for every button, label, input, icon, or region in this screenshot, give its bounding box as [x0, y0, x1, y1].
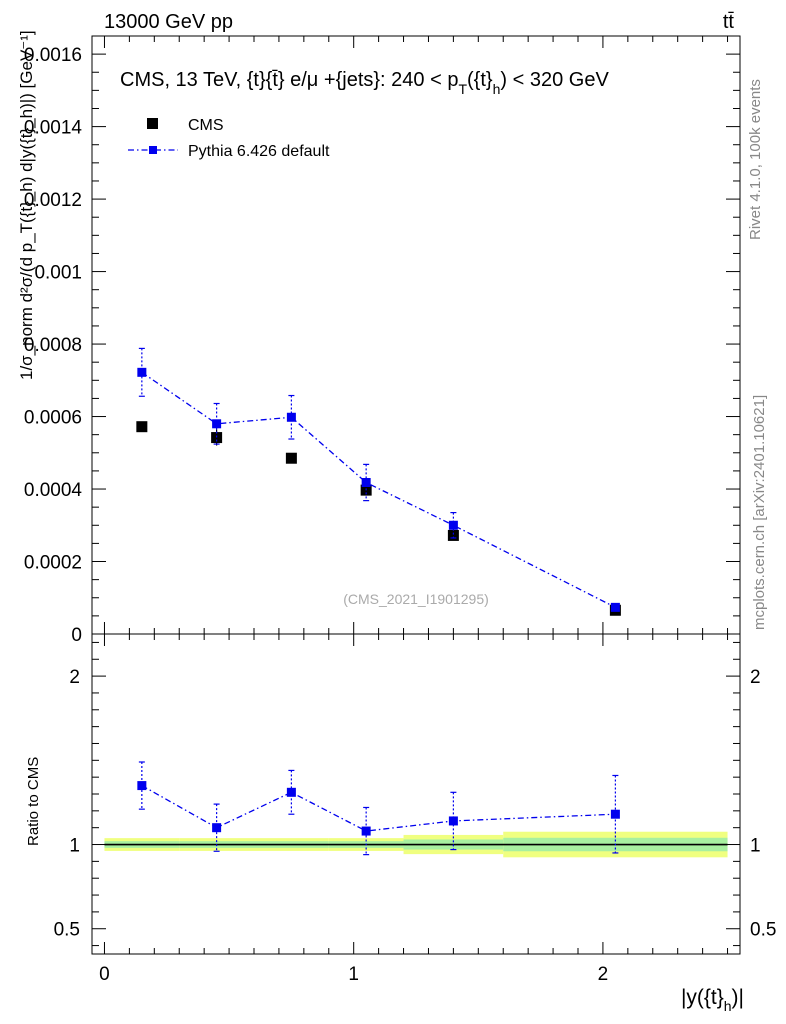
- pythia-ratio-point: [448, 816, 458, 826]
- ratio-bands: [104, 831, 728, 858]
- legend-marker-pythia: [149, 146, 157, 154]
- pythia-ratio-line: [141, 785, 616, 832]
- cms-data-point: [136, 421, 148, 433]
- x-tick-label: 0: [99, 964, 110, 985]
- y-tick-label: 0.0004: [24, 480, 83, 501]
- y-tick-label: 0.0008: [24, 335, 82, 356]
- rivet-version-label: Rivet 4.1.0, 100k events: [747, 79, 764, 240]
- x-tick-label: 2: [598, 964, 609, 985]
- ratio-tick-label-right: 2: [750, 667, 761, 688]
- y-tick-label: 0.001: [34, 263, 82, 284]
- pythia-ratio-point: [286, 787, 296, 797]
- ratio-tick-label-left: 2: [69, 667, 80, 688]
- y-tick-label: 0.0002: [24, 553, 82, 574]
- legend-label-cms: CMS: [188, 117, 224, 134]
- y-tick-label: 0: [71, 625, 82, 646]
- pythia-ratio-point: [212, 823, 222, 833]
- header-energy: 13000 GeV pp: [104, 11, 233, 33]
- legend-marker-cms: [147, 118, 158, 129]
- mcplots-label: mcplots.cern.ch [arXiv:2401.10621]: [751, 395, 768, 630]
- pythia-data-point: [610, 602, 620, 612]
- header-process: tt̄: [723, 11, 735, 33]
- chart-title: CMS, 13 TeV, {t}{t̄} e/μ +{jets}: 240 < …: [120, 69, 609, 97]
- pythia-data-point: [137, 367, 147, 377]
- ratio-y-axis-label: Ratio to CMS: [25, 757, 42, 846]
- pythia-ratio-point: [610, 809, 620, 819]
- axes-ticks: 0 1 2 0.0016 0.0014 0.0012 0.001 0.0008 0.0006 0.…: [24, 35, 776, 985]
- ratio-tick-label-left: 0.5: [54, 920, 80, 941]
- x-axis-label: |y({t}h)|: [681, 986, 744, 1014]
- ratio-tick-label-left: 1: [69, 836, 80, 857]
- cms-data-point: [211, 432, 223, 444]
- analysis-watermark: (CMS_2021_I1901295): [343, 591, 489, 607]
- ratio-plot-frame: [91, 633, 741, 955]
- pythia-data-point: [212, 419, 222, 429]
- pythia-line: [141, 371, 616, 608]
- pythia-data-point: [448, 520, 458, 530]
- cms-data-point: [285, 452, 297, 464]
- pythia-data-point: [286, 412, 296, 422]
- y-tick-label: 0.0012: [24, 190, 82, 211]
- pythia-ratio-point: [361, 826, 371, 836]
- cms-data-point: [447, 529, 459, 541]
- ratio-tick-label-right: 0.5: [750, 920, 776, 941]
- y-tick-label: 0.0014: [24, 118, 83, 139]
- x-tick-label: 1: [348, 964, 359, 985]
- pythia-data-point: [361, 478, 371, 488]
- y-tick-label: 0.0016: [24, 45, 82, 66]
- y-axis-label: 1/σ_norm d²σ/(d p_T({t}_h) d|y({t}_h)|) …: [17, 30, 36, 380]
- pythia-ratio-point: [137, 781, 147, 791]
- y-tick-label: 0.0006: [24, 408, 82, 429]
- legend-label-pythia: Pythia 6.426 default: [188, 143, 330, 160]
- main-series: [136, 347, 621, 616]
- ratio-series: [137, 761, 620, 856]
- ratio-tick-label-right: 1: [750, 836, 761, 857]
